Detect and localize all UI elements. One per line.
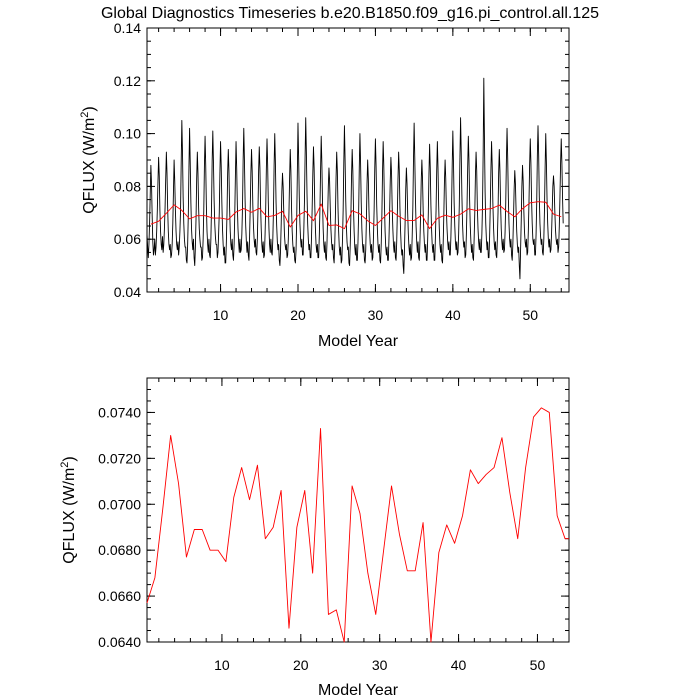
bottom-chart-frame xyxy=(146,377,570,643)
y-tick-label: 0.14 xyxy=(114,20,141,36)
bottom-chart-x-axis-label: Model Year xyxy=(318,682,399,699)
x-tick-label: 50 xyxy=(522,307,538,323)
x-tick-label: 20 xyxy=(290,307,306,323)
bottom-chart-y-tick-labels: 0.0640 0.0660 0.0680 0.0700 0.0720 0.0740 xyxy=(98,404,141,650)
x-tick-label: 50 xyxy=(530,657,546,673)
y-tick-label: 0.06 xyxy=(114,231,141,247)
y-tick-label: 0.0660 xyxy=(98,588,141,604)
x-tick-label: 40 xyxy=(451,657,467,673)
bottom-chart: 10 20 30 40 50 0.0640 0.0660 0.0680 0.0700 0.072… xyxy=(59,377,570,699)
y-tick-label: 0.0700 xyxy=(98,496,141,512)
top-chart-series xyxy=(146,77,564,280)
bottom-chart-x-tick-labels: 10 20 30 40 50 xyxy=(214,657,545,673)
top-chart-y-tick-labels: 0.04 0.06 0.08 0.10 0.12 0.14 xyxy=(114,20,141,300)
x-tick-label: 30 xyxy=(368,307,384,323)
monthly-series-line xyxy=(146,77,564,280)
x-tick-label: 10 xyxy=(213,307,229,323)
top-chart-y-axis-label-main: QFLUX (W/m xyxy=(81,118,98,214)
y-tick-label: 0.0740 xyxy=(98,404,141,420)
top-chart-y-axis-label-close: ) xyxy=(81,106,98,111)
bottom-chart-y-axis-label: QFLUX (W/m2) xyxy=(59,456,78,563)
x-tick-label: 20 xyxy=(293,657,309,673)
x-tick-label: 10 xyxy=(214,657,230,673)
y-tick-label: 0.0720 xyxy=(98,450,141,466)
y-tick-label: 0.12 xyxy=(114,73,141,89)
x-tick-label: 40 xyxy=(445,307,461,323)
y-tick-label: 0.0640 xyxy=(98,634,141,650)
y-tick-label: 0.08 xyxy=(114,178,141,194)
top-chart-x-axis-label: Model Year xyxy=(318,333,399,350)
top-chart: 10 20 30 40 50 0.04 0.06 0.08 0.10 0.12 0.14 Mode… xyxy=(79,20,570,350)
y-tick-label: 0.04 xyxy=(114,284,141,300)
top-chart-y-axis-label-sup: 2 xyxy=(79,112,91,118)
bottom-chart-y-axis-label-close: ) xyxy=(61,456,78,461)
bottom-chart-y-axis-label-main: QFLUX (W/m xyxy=(61,468,78,564)
bottom-chart-y-axis-label-sup: 2 xyxy=(59,462,71,468)
y-tick-label: 0.0680 xyxy=(98,542,141,558)
y-tick-label: 0.10 xyxy=(114,126,141,142)
annual-mean-series-line xyxy=(146,407,569,643)
top-chart-x-tick-labels: 10 20 30 40 50 xyxy=(213,307,539,323)
x-tick-label: 30 xyxy=(372,657,388,673)
top-chart-y-axis-label: QFLUX (W/m2) xyxy=(79,106,98,213)
annual-mean-series-line xyxy=(150,201,562,230)
chart-title: Global Diagnostics Timeseries b.e20.B185… xyxy=(101,5,599,22)
bottom-chart-series xyxy=(146,407,569,643)
